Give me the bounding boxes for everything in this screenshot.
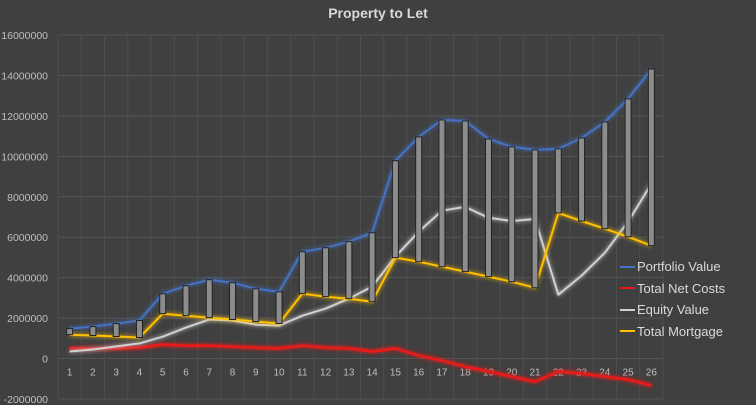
y-tick-label: 2000000 [7,313,48,325]
high-low-bars [66,68,655,339]
high-low-bar [578,137,586,222]
legend-label: Total Net Costs [637,280,726,296]
series-line-equity-value [69,183,653,353]
y-tick-label: 4000000 [7,273,48,285]
legend-item-equity-value: Equity Value [620,299,725,321]
y-tick-label: 6000000 [7,232,48,244]
legend-label: Total Mortgage [637,323,723,339]
high-low-bar [182,285,190,317]
x-tick-label: 25 [623,368,635,379]
high-low-bar [322,247,330,298]
legend-item-portfolio-value: Portfolio Value [620,256,725,278]
x-tick-label: 11 [297,368,308,379]
high-low-bar [554,148,562,214]
high-low-bar [368,232,376,303]
legend: Portfolio Value Total Net Costs Equity Val… [620,256,725,342]
high-low-bar [66,328,74,336]
x-tick-label: 8 [230,368,236,379]
x-tick-label: 13 [343,368,355,379]
legend-item-total-mortgage: Total Mortgage [620,321,725,343]
x-tick-label: 9 [253,368,259,379]
legend-swatch-icon [620,308,635,311]
high-low-bar [601,121,609,230]
high-low-bar [624,98,632,238]
high-low-bar [275,291,283,325]
x-tick-label: 4 [137,368,143,379]
series-line-total-net-costs [69,343,652,387]
y-tick-label: 0 [42,354,48,366]
high-low-bar [205,279,213,319]
x-tick-label: 5 [160,368,166,379]
series-lines [69,68,653,387]
x-tick-label: 15 [390,368,402,379]
x-tick-label: 16 [413,368,425,379]
x-tick-label: 26 [646,368,658,379]
high-low-bar [647,68,655,247]
x-tick-label: 24 [599,368,611,379]
x-tick-label: 20 [506,368,518,379]
high-low-bar [159,293,167,315]
high-low-bar [484,138,492,278]
series-line-portfolio-value [69,68,653,330]
high-low-bar [391,160,399,259]
high-low-bar [89,326,97,337]
y-tick-label: 12000000 [1,111,48,123]
x-tick-label: 10 [273,368,285,379]
high-low-bar [252,288,260,323]
x-tick-label: 1 [67,368,73,379]
high-low-bar [508,146,516,283]
x-tick-label: 18 [460,368,472,379]
high-low-bar [298,251,306,295]
series-line-total-mortgage [69,212,652,339]
x-tick-label: 2 [90,368,96,379]
x-tick-label: 3 [113,368,119,379]
x-tick-label: 7 [206,368,212,379]
chart-title: Property to Let [328,5,428,21]
y-tick-label: 16000000 [1,30,48,42]
x-tick-label: 21 [529,368,541,379]
gridlines [57,34,664,400]
high-low-bar [345,241,353,300]
legend-label: Portfolio Value [637,259,721,275]
high-low-bar [415,136,423,263]
legend-item-total-net-costs: Total Net Costs [620,278,725,300]
y-tick-label: 10000000 [1,151,48,163]
x-tick-label: 22 [553,368,565,379]
high-low-bar [461,120,469,273]
y-tick-label: -2000000 [4,394,49,405]
y-tick-label: 8000000 [7,192,48,204]
x-tick-label: 6 [183,368,189,379]
legend-swatch-icon [620,265,635,268]
legend-swatch-icon [620,330,635,333]
high-low-bar [438,119,446,268]
x-tick-label: 12 [320,368,332,379]
legend-label: Equity Value [637,302,710,318]
y-tick-label: 14000000 [1,70,48,82]
high-low-bar [135,320,143,339]
high-low-bar [229,282,237,321]
high-low-bar [531,149,539,289]
high-low-bar [112,323,120,338]
x-tick-label: 14 [367,368,379,379]
x-tick-label: 17 [436,368,448,379]
legend-swatch-icon [620,287,635,290]
y-axis-labels: -2000000 0 2000000 4000000 6000000 8000000 100… [1,30,48,405]
